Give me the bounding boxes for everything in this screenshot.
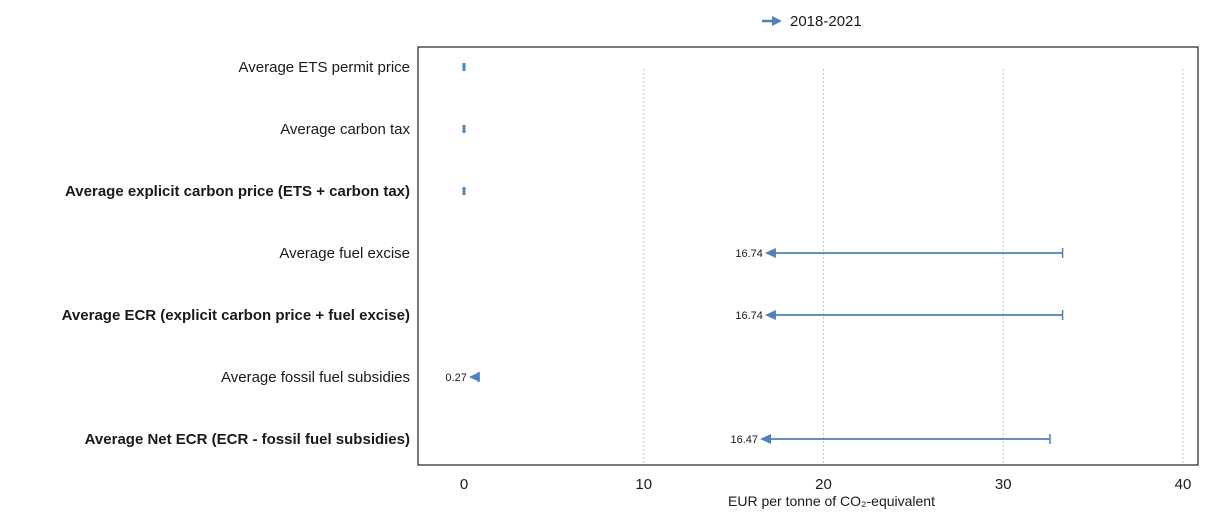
arrow-head	[760, 434, 772, 444]
point-marker	[462, 187, 466, 195]
data-label: 16.47	[731, 434, 759, 446]
arrow-head	[764, 248, 776, 258]
category-label: Average explicit carbon price (ETS + car…	[65, 183, 410, 200]
data-label: 16.74	[735, 248, 763, 260]
category-label: Average ECR (explicit carbon price + fue…	[62, 307, 410, 324]
category-label: Average fuel excise	[279, 245, 410, 262]
category-label: Average Net ECR (ECR - fossil fuel subsi…	[85, 431, 410, 448]
x-axis-title: EUR per tonne of CO₂-equivalent	[728, 493, 935, 509]
legend-label: 2018-2021	[790, 13, 862, 30]
legend-arrow-icon	[772, 16, 782, 26]
x-tick-label: 0	[460, 476, 468, 493]
arrow-head	[764, 310, 776, 320]
point-marker	[462, 125, 466, 133]
point-marker	[462, 63, 466, 71]
x-tick-label: 30	[995, 476, 1012, 493]
category-label: Average carbon tax	[280, 121, 410, 138]
x-tick-label: 20	[815, 476, 832, 493]
arrow-head	[468, 372, 480, 382]
x-tick-label: 10	[635, 476, 652, 493]
legend: 2018-2021	[762, 13, 862, 30]
category-label: Average fossil fuel subsidies	[221, 369, 410, 386]
data-label: 16.74	[735, 310, 763, 322]
category-label: Average ETS permit price	[239, 59, 410, 76]
plot-frame	[417, 46, 1199, 466]
x-tick-label: 40	[1175, 476, 1192, 493]
data-label: 0.27	[445, 372, 466, 384]
